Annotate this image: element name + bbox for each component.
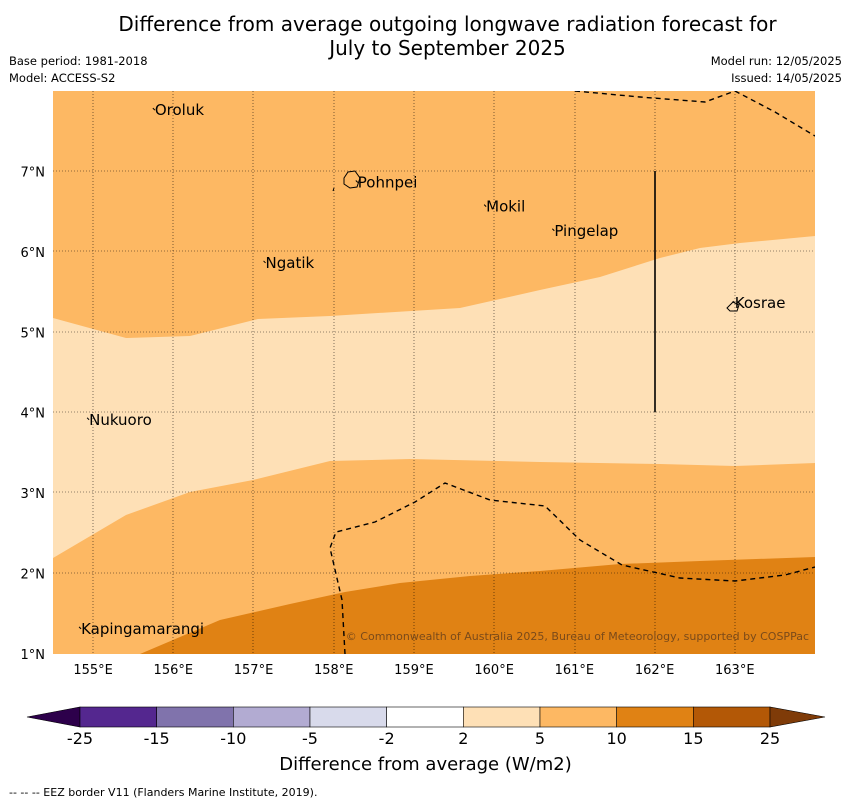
latitude-tick-label: 5°N bbox=[21, 326, 46, 341]
model-name: Model: ACCESS-S2 bbox=[9, 71, 116, 85]
colorbar-swatch bbox=[693, 706, 771, 728]
map-fill: Oroluk Pohnpei Mokil Pingelap Ngatik Kosrae Nu… bbox=[53, 91, 815, 654]
colorbar-swatch bbox=[616, 706, 694, 728]
place-label: Nukuoro bbox=[89, 411, 152, 429]
colorbar bbox=[26, 706, 826, 728]
place-label: Kosrae bbox=[735, 294, 786, 312]
longitude-tick-label: 162°E bbox=[635, 663, 675, 678]
longitude-tick-label: 156°E bbox=[154, 663, 194, 678]
issued-date: Issued: 14/05/2025 bbox=[731, 71, 842, 85]
pohnpei-reef bbox=[332, 187, 335, 192]
colorbar-swatch bbox=[309, 706, 387, 728]
latitude-tick-label: 2°N bbox=[21, 568, 46, 583]
colorbar-over-arrow bbox=[769, 706, 826, 728]
place-marker bbox=[483, 204, 487, 207]
longitude-tick-label: 160°E bbox=[474, 663, 514, 678]
colorbar-swatch bbox=[386, 706, 464, 728]
latitude-tick-label: 3°N bbox=[21, 487, 46, 502]
contour-band-2-5 bbox=[53, 236, 815, 558]
meta-right: Model run: 12/05/2025 Issued: 14/05/2025 bbox=[711, 53, 842, 87]
eez-footnote: -- -- -- EEZ border V11 (Flanders Marine… bbox=[9, 786, 318, 799]
latitude-tick-label: 1°N bbox=[21, 648, 46, 663]
colorbar-under-arrow bbox=[26, 706, 81, 728]
latitude-ticks: 1°N 2°N 3°N 4°N 5°N 6°N 7°N bbox=[21, 165, 46, 663]
colorbar-tick-label: -10 bbox=[220, 729, 247, 748]
island-outlines bbox=[332, 170, 740, 312]
longitude-ticks: 155°E 156°E 157°E 158°E 159°E 160°E 161°E 162°E… bbox=[73, 663, 754, 678]
place-label: Mokil bbox=[486, 198, 525, 216]
title-line-2: July to September 2025 bbox=[329, 36, 566, 60]
colorbar-tick-label: 2 bbox=[458, 729, 469, 748]
colorbar-tick-label: 25 bbox=[759, 729, 781, 748]
eez-border bbox=[329, 91, 815, 654]
gridlines bbox=[53, 91, 815, 654]
place-label: Oroluk bbox=[155, 101, 204, 119]
longitude-tick-label: 161°E bbox=[555, 663, 595, 678]
meta-left: Base period: 1981-2018 Model: ACCESS-S2 bbox=[9, 53, 148, 87]
colorbar-tick-label: -25 bbox=[66, 729, 94, 748]
colorbar-tick-label: 5 bbox=[534, 729, 546, 748]
colorbar-title: Difference from average (W/m2) bbox=[279, 754, 572, 775]
place-label: Pohnpei bbox=[358, 174, 418, 192]
colorbar-swatch bbox=[79, 706, 157, 728]
latitude-tick-label: 6°N bbox=[21, 246, 46, 261]
place-label: Ngatik bbox=[266, 254, 315, 272]
colorbar-swatch bbox=[233, 706, 311, 728]
colorbar-tick-label: -15 bbox=[143, 729, 170, 748]
base-period: Base period: 1981-2018 bbox=[9, 54, 148, 68]
longitude-tick-label: 159°E bbox=[394, 663, 434, 678]
colorbar-swatch bbox=[463, 706, 541, 728]
longitude-tick-label: 158°E bbox=[314, 663, 354, 678]
latitude-tick-label: 4°N bbox=[21, 407, 46, 422]
longitude-tick-label: 157°E bbox=[234, 663, 274, 678]
colorbar-tick-label: -2 bbox=[378, 729, 395, 748]
colorbar-tick-label: -5 bbox=[302, 729, 318, 748]
place-marker bbox=[152, 107, 156, 111]
place-marker bbox=[355, 180, 359, 183]
longitude-tick-label: 155°E bbox=[73, 663, 113, 678]
place-marker bbox=[263, 260, 266, 264]
place-marker bbox=[551, 228, 555, 232]
colorbar-swatch bbox=[156, 706, 234, 728]
colorbar-tick-label: 10 bbox=[606, 729, 627, 748]
place-marker bbox=[86, 417, 90, 421]
place-label: Kapingamarangi bbox=[81, 620, 204, 638]
copyright-credit: © Commonwealth of Australia 2025, Bureau… bbox=[346, 630, 809, 643]
colorbar-swatch bbox=[539, 706, 617, 728]
latitude-tick-label: 7°N bbox=[21, 165, 46, 180]
place-labels: Oroluk Pohnpei Mokil Pingelap Ngatik Kosrae Nu… bbox=[78, 101, 786, 638]
place-marker bbox=[78, 626, 82, 630]
title-line-1: Difference from average outgoing longwav… bbox=[118, 12, 777, 36]
map-title: Difference from average outgoing longwav… bbox=[0, 12, 850, 60]
place-label: Pingelap bbox=[554, 222, 618, 240]
pohnpei-outline bbox=[343, 170, 361, 189]
contour-band-10-15 bbox=[53, 557, 815, 654]
colorbar-tick-label: 15 bbox=[683, 729, 704, 748]
kosrae-outline bbox=[726, 301, 740, 312]
model-run: Model run: 12/05/2025 bbox=[710, 54, 842, 68]
place-marker bbox=[732, 300, 736, 304]
longitude-tick-label: 163°E bbox=[715, 663, 755, 678]
